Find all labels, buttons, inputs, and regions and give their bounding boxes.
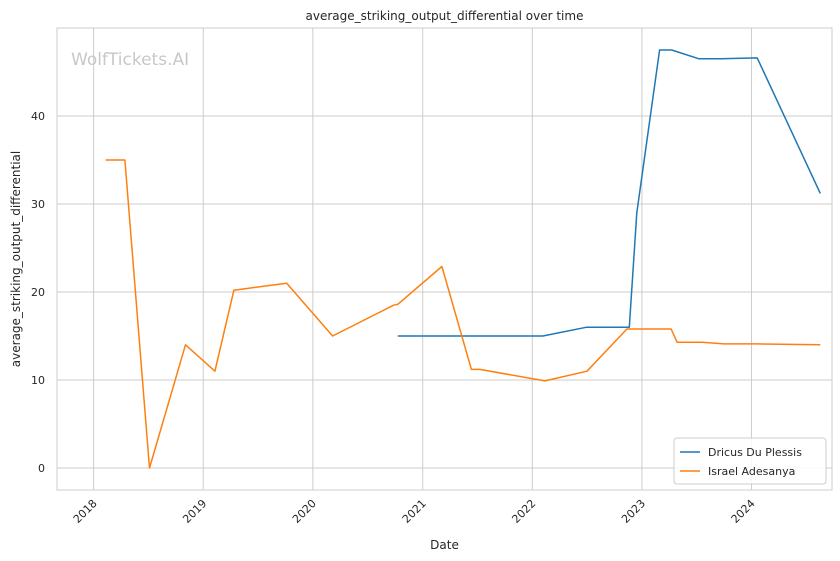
y-gridlines [57, 115, 832, 469]
x-tick-labels: 2018 2019 2020 2021 2022 2023 2024 [71, 497, 758, 526]
x-axis-label: Date [430, 538, 459, 552]
y-axis-label: average_striking_output_differential [9, 151, 23, 367]
y-tick-labels: 0 10 20 30 40 [31, 110, 45, 475]
y-tick-label: 0 [38, 462, 45, 475]
legend-box [673, 437, 827, 485]
x-tick-label: 2019 [180, 497, 209, 526]
chart-title: average_striking_output_differential ove… [306, 9, 584, 23]
y-tick-label: 30 [31, 198, 45, 211]
y-tick-label: 10 [31, 374, 45, 387]
y-tick-label: 40 [31, 110, 45, 123]
x-tick-label: 2022 [509, 497, 538, 526]
legend-entry-label: Dricus Du Plessis [708, 446, 802, 459]
series-line-2 [105, 159, 821, 469]
x-tick-label: 2024 [729, 497, 758, 526]
legend: Dricus Du Plessis Israel Adesanya [673, 437, 827, 485]
x-gridlines [93, 28, 753, 490]
y-tick-label: 20 [31, 286, 45, 299]
x-tick-label: 2018 [71, 497, 100, 526]
x-tick-label: 2023 [619, 497, 648, 526]
series-layer [105, 49, 821, 469]
x-tick-label: 2020 [290, 497, 319, 526]
watermark: WolfTickets.AI [71, 50, 189, 70]
legend-entry-label: Israel Adesanya [708, 465, 795, 478]
series-line-1 [397, 49, 821, 337]
x-tick-label: 2021 [400, 497, 429, 526]
plot-frame [56, 27, 833, 491]
